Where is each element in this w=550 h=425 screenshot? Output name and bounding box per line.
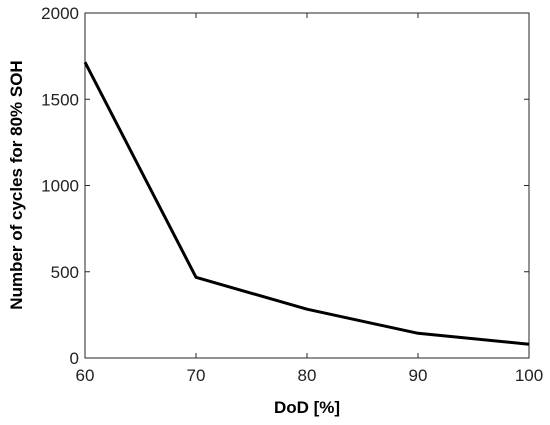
y-tick-label: 1000 bbox=[41, 177, 79, 196]
x-axis-label: DoD [%] bbox=[274, 398, 340, 417]
y-tick-label: 500 bbox=[51, 263, 79, 282]
x-tick-label: 100 bbox=[515, 366, 543, 385]
x-tick-label: 90 bbox=[409, 366, 428, 385]
y-axis-label: Number of cycles for 80% SOH bbox=[7, 60, 26, 309]
y-tick-label: 2000 bbox=[41, 4, 79, 23]
series-layer bbox=[83, 61, 530, 346]
x-tick-label: 80 bbox=[298, 366, 317, 385]
y-axis: 0 500 1000 1500 2000 bbox=[41, 4, 529, 368]
x-tick-label: 60 bbox=[76, 366, 95, 385]
plot-area bbox=[84, 12, 530, 359]
y-tick-label: 0 bbox=[70, 349, 79, 368]
series-line-0 bbox=[83, 61, 530, 346]
x-axis: 60 70 80 90 100 bbox=[76, 13, 543, 385]
y-tick-label: 1500 bbox=[41, 90, 79, 109]
x-tick-label: 70 bbox=[187, 366, 206, 385]
